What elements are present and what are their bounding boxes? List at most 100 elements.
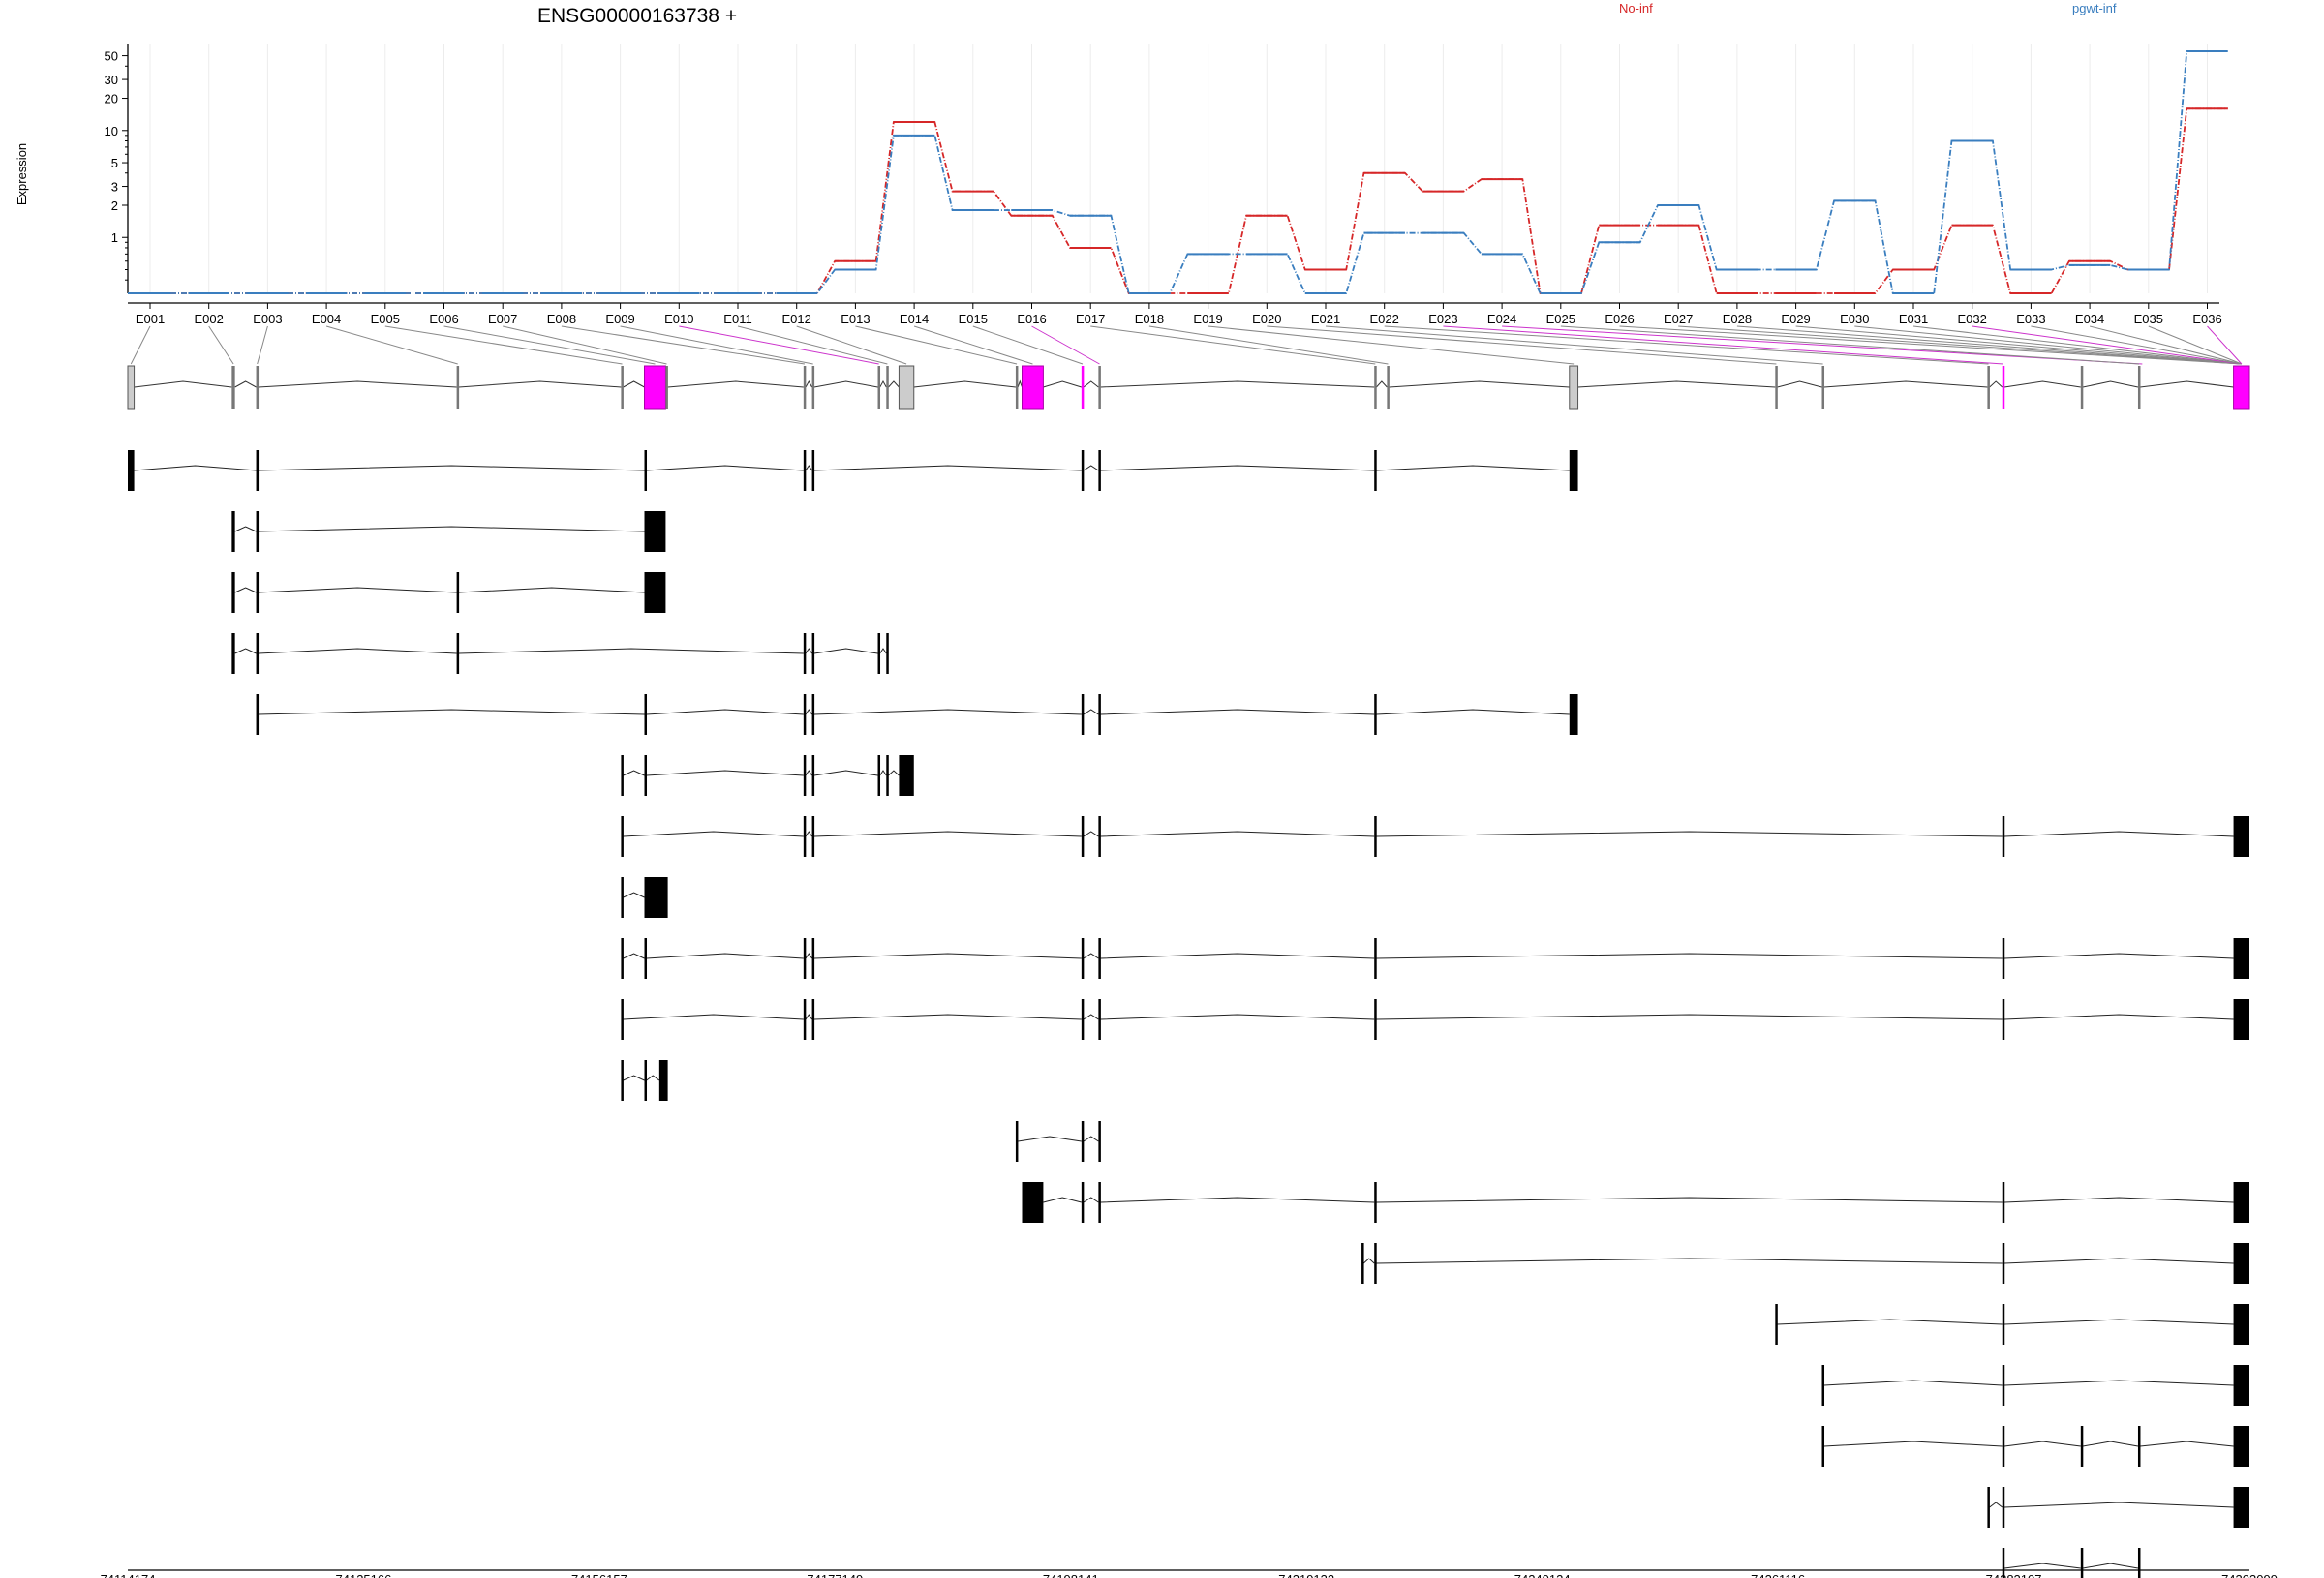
transcript-exon (2233, 1182, 2249, 1223)
exon-link (679, 325, 879, 365)
transcript-19 (2002, 1548, 2141, 1578)
intron (2140, 380, 2234, 388)
transcript-intron (813, 465, 1082, 471)
exon-link (2089, 325, 2243, 365)
intron (879, 379, 887, 388)
exon-block (621, 366, 624, 409)
genomic-axis: 74114174 74135166 74156157 74177149 74198141… (101, 1569, 2278, 1578)
transcript-exon (803, 694, 807, 735)
transcript-intron (1823, 1380, 2003, 1386)
transcript-exon (877, 755, 881, 796)
expression-plot: 1 2 3 5 10 20 30 50 E001 E002 E003 E004 E005 E006 E007… (105, 44, 2228, 326)
transcript-intron (2082, 1441, 2139, 1447)
transcript-intron (813, 831, 1082, 837)
transcript-6 (621, 755, 914, 796)
exon-block (1775, 366, 1778, 409)
exon-link (561, 325, 806, 365)
exon-block (665, 366, 668, 409)
transcript-exon (621, 816, 624, 857)
transcript-intron (258, 648, 457, 654)
exon-link (1443, 325, 2003, 365)
x-tick-label: E029 (1781, 312, 1810, 326)
transcript-intron (1376, 1197, 2003, 1203)
x-tick-label: E013 (841, 312, 870, 326)
transcript-exon (811, 938, 815, 979)
chart-title: ENSG00000163738 + (537, 5, 737, 27)
x-tick-label: E033 (2016, 312, 2045, 326)
transcript-16 (1821, 1365, 2249, 1406)
transcript-intron (2003, 1258, 2234, 1264)
transcript-exon (256, 572, 260, 613)
transcript-exon (877, 633, 881, 674)
transcript-exon (1081, 999, 1085, 1040)
genomic-tick-label: 74282107 (1986, 1572, 2042, 1578)
transcript-intron (1100, 709, 1375, 715)
exon-link (208, 325, 234, 365)
transcript-exon (803, 816, 807, 857)
exon-link (913, 325, 1033, 365)
transcript-exon (1374, 816, 1377, 857)
exon-block (1015, 366, 1019, 409)
transcript-17 (1821, 1426, 2249, 1467)
intron (134, 380, 232, 388)
transcript-12 (1015, 1121, 1101, 1162)
transcript-intron (1083, 1197, 1099, 1203)
transcript-exon (811, 633, 815, 674)
y-tick-label: 1 (111, 230, 118, 245)
exon-link (1854, 325, 2242, 365)
transcript-intron (623, 1075, 645, 1081)
transcript-intron (646, 770, 804, 776)
x-tick-label: E018 (1135, 312, 1164, 326)
transcript-3 (231, 572, 666, 613)
transcript-exon (621, 1060, 624, 1101)
x-tick-label: E024 (1487, 312, 1516, 326)
transcript-intron (1018, 1136, 1082, 1142)
transcript-exon (621, 999, 624, 1040)
exon-block (886, 366, 889, 409)
exon-block (644, 365, 666, 410)
y-tick-label: 30 (105, 73, 118, 87)
transcript-exon (231, 633, 235, 674)
intron (1100, 380, 1375, 388)
transcript-7 (621, 816, 2249, 857)
intron (1389, 380, 1570, 388)
exon-block (231, 366, 235, 409)
x-tick-label: E036 (2192, 312, 2221, 326)
transcript-intron (458, 587, 645, 593)
intron (1989, 380, 2003, 388)
intron (458, 380, 622, 388)
transcript-exon (2137, 1426, 2141, 1467)
transcript-exon (644, 1060, 648, 1101)
transcript-exon (1374, 694, 1377, 735)
transcript-exon (2233, 1243, 2249, 1284)
transcript-intron (1362, 1258, 1375, 1264)
transcript-exon (1081, 816, 1085, 857)
transcript-exon (644, 572, 666, 613)
exon-link (1912, 325, 2242, 365)
x-tick-label: E002 (195, 312, 224, 326)
transcript-exon (231, 572, 235, 613)
transcript-exon (2002, 816, 2005, 857)
transcript-exon (1098, 1182, 1101, 1223)
transcript-intron (623, 770, 645, 776)
intron (2003, 380, 2081, 388)
x-tick-label: E012 (782, 312, 811, 326)
transcript-intron (646, 709, 804, 715)
transcript-exon (1081, 938, 1085, 979)
exon-block (1098, 366, 1101, 409)
transcript-exon (1098, 694, 1101, 735)
transcript-exon (1569, 450, 1578, 491)
transcript-intron (813, 709, 1082, 715)
transcript-intron (813, 1014, 1082, 1020)
transcript-exon (644, 938, 648, 979)
transcript-exon (803, 999, 807, 1040)
transcript-exon (2002, 1182, 2005, 1223)
exon-link (1208, 325, 1575, 365)
x-tick-label: E006 (429, 312, 458, 326)
transcript-intron (1100, 1014, 1375, 1020)
x-tick-label: E011 (723, 312, 751, 326)
intron (813, 380, 878, 388)
transcript-intron (1376, 831, 2003, 837)
transcript-exon (2002, 938, 2005, 979)
